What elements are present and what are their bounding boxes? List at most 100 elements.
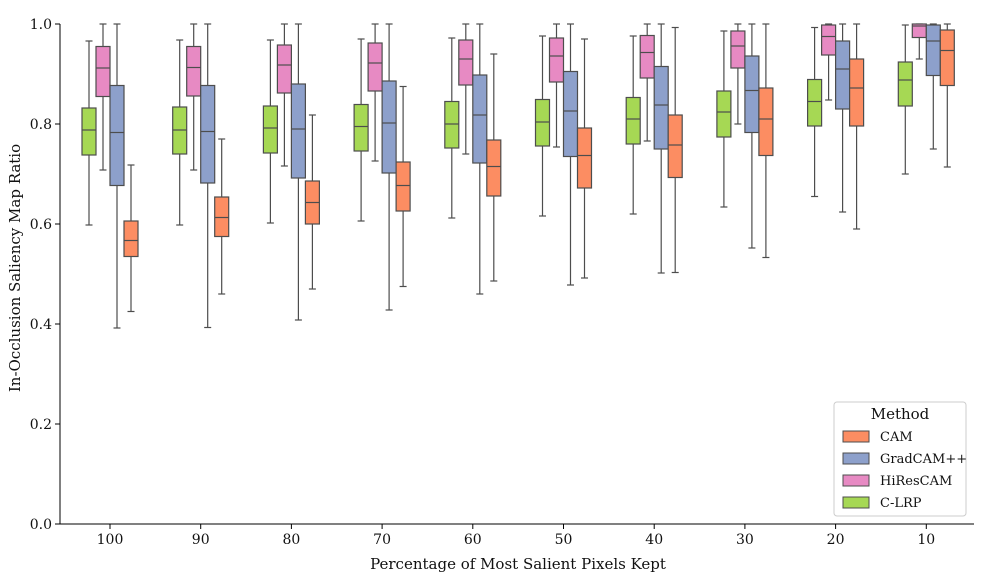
box-gradcam--10 <box>925 23 941 150</box>
x-tick-label: 70 <box>373 532 391 548</box>
box-c-lrp-60 <box>444 37 460 219</box>
box-c-lrp-90 <box>172 39 188 226</box>
iqr-box <box>848 58 865 127</box>
iqr-box <box>214 196 230 238</box>
box-gradcam--60 <box>472 23 488 295</box>
box-c-lrp-30 <box>716 30 732 208</box>
iqr-box <box>109 84 125 187</box>
iqr-box <box>834 40 851 110</box>
x-tick-label: 100 <box>97 532 124 548</box>
y-tick-label: 0.2 <box>30 417 52 433</box>
iqr-box <box>534 98 551 147</box>
box-gradcam--80 <box>290 23 306 321</box>
iqr-box <box>820 24 837 56</box>
box-gradcam--30 <box>744 23 760 249</box>
legend-label-hirescam: HiResCAM <box>880 474 952 489</box>
x-tick-label: 40 <box>645 532 663 548</box>
legend: Method CAM GradCAM++ HiResCAM C-LRP <box>833 401 967 517</box>
iqr-box <box>548 37 565 83</box>
box-hirescam-50 <box>548 23 565 148</box>
iqr-box <box>123 220 139 258</box>
box-cam-40 <box>667 26 683 274</box>
box-gradcam--70 <box>381 23 397 311</box>
box-gradcam--100 <box>109 23 125 329</box>
legend-label-cam: CAM <box>880 430 913 445</box>
iqr-box <box>639 34 655 79</box>
y-tick-label: 1.0 <box>30 17 52 33</box>
legend-swatch-gradcam- <box>842 452 870 465</box>
x-tick-label: 60 <box>464 532 482 548</box>
box-hirescam-60 <box>458 23 474 155</box>
box-cam-70 <box>395 85 411 288</box>
legend-swatch-c-lrp <box>842 496 870 509</box>
iqr-box <box>625 96 641 145</box>
iqr-box <box>81 107 97 156</box>
legend-items: CAM GradCAM++ HiResCAM C-LRP <box>842 430 967 511</box>
iqr-box <box>716 90 732 138</box>
box-cam-60 <box>486 53 502 282</box>
box-gradcam--90 <box>200 23 216 329</box>
box-c-lrp-70 <box>353 38 369 222</box>
box-cam-20 <box>848 23 865 230</box>
box-hirescam-40 <box>639 23 655 142</box>
iqr-box <box>95 45 111 98</box>
box-c-lrp-10 <box>897 24 913 175</box>
iqr-box <box>367 42 383 92</box>
iqr-box <box>653 65 669 150</box>
box-hirescam-80 <box>276 23 292 167</box>
iqr-box <box>381 80 397 174</box>
iqr-box <box>444 100 460 149</box>
x-axis-title: Percentage of Most Salient Pixels Kept <box>370 555 666 573</box>
y-tick-label: 0.0 <box>30 517 52 533</box>
box-hirescam-100 <box>95 23 111 171</box>
iqr-box <box>744 55 760 134</box>
iqr-box <box>576 127 593 189</box>
box-cam-80 <box>304 114 320 290</box>
x-tick-label: 50 <box>555 532 573 548</box>
y-tick-label: 0.6 <box>30 217 52 233</box>
box-hirescam-70 <box>367 23 383 162</box>
iqr-box <box>730 30 746 69</box>
x-tick-label: 90 <box>192 532 210 548</box>
iqr-box <box>925 24 941 77</box>
box-c-lrp-20 <box>806 26 823 198</box>
y-tick-label: 0.8 <box>30 117 52 133</box>
iqr-box <box>939 29 955 87</box>
x-tick-label: 30 <box>736 532 754 548</box>
box-hirescam-30 <box>730 23 746 125</box>
y-axis-title: In-Occlusion Saliency Map Ratio <box>6 144 24 392</box>
box-c-lrp-80 <box>262 39 278 224</box>
box-c-lrp-50 <box>534 35 551 217</box>
iqr-box <box>486 139 502 197</box>
x-tick-label: 20 <box>827 532 845 548</box>
iqr-box <box>458 39 474 86</box>
box-gradcam--40 <box>653 23 669 274</box>
iqr-box <box>395 161 411 212</box>
box-c-lrp-100 <box>81 40 97 226</box>
box-gradcam--20 <box>834 23 851 213</box>
x-tick-label: 80 <box>282 532 300 548</box>
legend-label-c-lrp: C-LRP <box>880 496 922 511</box>
y-tick-label: 0.4 <box>30 317 52 333</box>
legend-swatch-cam <box>842 430 870 443</box>
box-cam-30 <box>758 23 774 259</box>
box-cam-10 <box>939 23 955 168</box>
legend-label-gradcam-: GradCAM++ <box>880 452 967 467</box>
box-cam-90 <box>214 138 230 295</box>
legend-swatch-hirescam <box>842 474 870 487</box>
iqr-box <box>806 78 823 127</box>
iqr-box <box>897 61 913 107</box>
box-cam-100 <box>123 164 139 313</box>
iqr-box <box>353 103 369 152</box>
iqr-box <box>200 84 216 184</box>
iqr-box <box>262 105 278 154</box>
box-hirescam-90 <box>186 23 202 171</box>
iqr-box <box>290 83 306 179</box>
box-c-lrp-40 <box>625 35 641 215</box>
box-hirescam-10 <box>911 23 927 60</box>
box-hirescam-20 <box>820 23 837 101</box>
iqr-box <box>186 45 202 97</box>
x-tick-label: 10 <box>917 532 935 548</box>
